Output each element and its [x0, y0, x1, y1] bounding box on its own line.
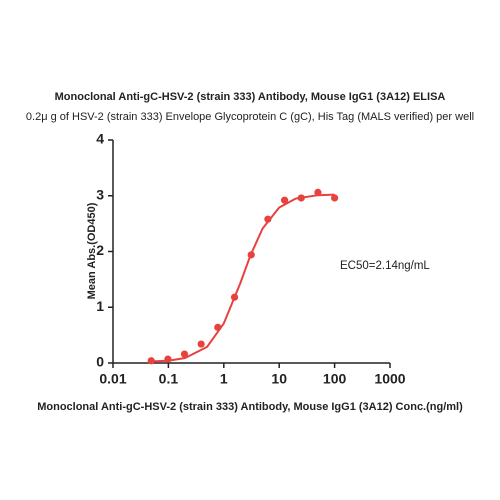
data-point — [197, 340, 205, 348]
data-point — [214, 323, 222, 331]
y-tick-label: 4 — [96, 131, 104, 147]
data-point — [230, 293, 239, 301]
data-point — [147, 357, 155, 365]
data-point — [280, 196, 289, 204]
y-tick-label: 1 — [96, 298, 104, 314]
y-tick-label: 0 — [96, 354, 104, 370]
fit-curve — [151, 193, 335, 363]
x-tick-label: 0.01 — [99, 371, 126, 387]
chart-subtitle: 0.2μ g of HSV-2 (strain 333) Envelope Gl… — [26, 111, 474, 123]
data-point — [297, 194, 305, 202]
x-tick-label: 0.1 — [159, 371, 179, 387]
data-point — [314, 188, 322, 197]
data-point — [180, 350, 189, 358]
x-tick-label: 100 — [323, 371, 347, 387]
x-axis-label: Monoclonal Anti-gC-HSV-2 (strain 333) An… — [37, 401, 463, 413]
x-tick-label: 10 — [271, 371, 287, 387]
y-tick-label: 3 — [96, 186, 104, 202]
y-tick-label: 2 — [96, 242, 104, 258]
data-point — [247, 251, 255, 259]
x-tick-label: 1 — [220, 371, 228, 387]
annotation: EC50=2.14ng/mL — [340, 260, 430, 272]
x-tick-label: 1000 — [374, 371, 405, 387]
data-point — [331, 194, 339, 202]
chart-title: Monoclonal Anti-gC-HSV-2 (strain 333) An… — [55, 91, 446, 103]
data-point — [164, 355, 172, 363]
data-point — [264, 215, 272, 223]
y-axis-label: Mean Abs.(OD450) — [86, 202, 98, 299]
